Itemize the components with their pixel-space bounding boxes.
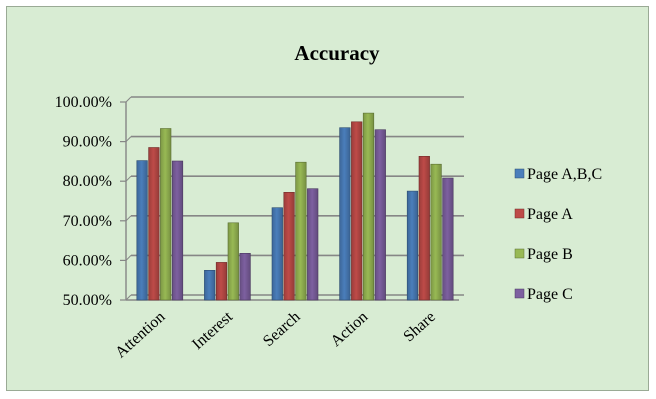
gridline-side — [125, 255, 132, 261]
bar — [239, 253, 251, 301]
legend: Page A,B,C Page A Page B Page C — [514, 166, 602, 303]
y-tick-label: 90.00% — [63, 134, 112, 151]
legend-label: Page A — [527, 206, 573, 223]
gridline-side — [125, 294, 132, 301]
bar — [351, 121, 363, 301]
bar — [307, 188, 319, 301]
bar — [148, 147, 160, 301]
bar — [171, 160, 184, 301]
x-tick-label: Interest — [189, 308, 236, 353]
x-tick-label: Action — [328, 308, 372, 350]
y-tick-label: 70.00% — [63, 213, 112, 230]
bar — [271, 207, 283, 301]
bar — [227, 222, 239, 301]
bar — [204, 269, 216, 301]
gridline-side — [125, 215, 132, 222]
bar — [418, 156, 430, 301]
bar — [362, 112, 375, 301]
legend-swatch — [514, 248, 525, 259]
bar — [160, 128, 172, 301]
chart-area: Accuracy 50.00% 60.00% 70.00% 80.00% 90.00% 1… — [6, 6, 649, 391]
plot-area: 50.00% 60.00% 70.00% 80.00% 90.00% 100.00% Att… — [55, 94, 464, 361]
y-tick-label: 100.00% — [55, 94, 112, 111]
gridline-side — [125, 175, 132, 182]
gridline-side — [125, 96, 132, 103]
bar — [295, 161, 307, 301]
bar — [136, 160, 148, 301]
bar — [283, 192, 295, 301]
legend-label: Page B — [527, 246, 573, 263]
y-tick-label: 60.00% — [63, 252, 112, 269]
bar — [339, 127, 351, 301]
bar — [374, 129, 386, 301]
legend-swatch — [514, 168, 525, 179]
bar — [406, 190, 419, 301]
bar — [430, 163, 442, 301]
bar-chart: Accuracy 50.00% 60.00% 70.00% 80.00% 90.00% 1… — [55, 41, 602, 361]
legend-label: Page A,B,C — [527, 166, 602, 183]
x-tick-label: Attention — [112, 308, 168, 361]
y-tick-label: 80.00% — [63, 173, 112, 190]
gridline-side — [125, 136, 132, 142]
legend-swatch — [514, 288, 525, 299]
legend-swatch — [514, 208, 525, 219]
x-tick-label: Search — [260, 308, 304, 350]
y-tick-label: 50.00% — [63, 292, 112, 309]
bar — [442, 177, 454, 301]
chart-title: Accuracy — [294, 41, 380, 65]
bar — [215, 262, 228, 301]
legend-label: Page C — [527, 286, 573, 303]
x-tick-label: Share — [400, 308, 438, 345]
